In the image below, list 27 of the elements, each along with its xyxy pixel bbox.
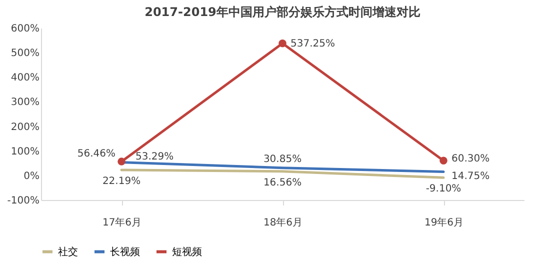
data-label: 22.19%	[102, 176, 141, 187]
legend-label: 社交	[58, 246, 78, 258]
legend-label: 长视频	[110, 246, 140, 258]
y-tick-label: -100%	[7, 196, 40, 206]
data-label: -9.10%	[426, 184, 462, 195]
y-tick-label: 600%	[10, 24, 40, 34]
point	[278, 40, 286, 48]
y-tick-label: 300%	[10, 97, 40, 108]
data-label: 60.30%	[452, 154, 490, 165]
data-label: 16.56%	[263, 177, 302, 188]
y-tick-label: 200%	[10, 122, 40, 133]
point	[440, 156, 448, 164]
x-tick-label: 18年6月	[263, 216, 303, 228]
data-label: 14.75%	[452, 170, 490, 182]
point	[118, 158, 126, 166]
data-label: 56.46%	[77, 148, 116, 160]
x-tick-label: 19年6月	[424, 216, 464, 228]
legend-label: 短视频	[172, 246, 202, 258]
data-label: 53.29%	[136, 151, 174, 162]
data-label: 30.85%	[263, 154, 302, 165]
y-tick-label: 0%	[24, 170, 40, 182]
y-tick-label: 100%	[10, 146, 40, 158]
y-tick-label: 400%	[10, 72, 40, 84]
chart-title: 2017-2019年中国用户部分娱乐方式时间增速对比	[144, 5, 420, 19]
data-label: 537.25%	[290, 38, 335, 50]
y-tick-label: 500%	[10, 48, 40, 60]
x-tick-label: 17年6月	[102, 216, 142, 228]
